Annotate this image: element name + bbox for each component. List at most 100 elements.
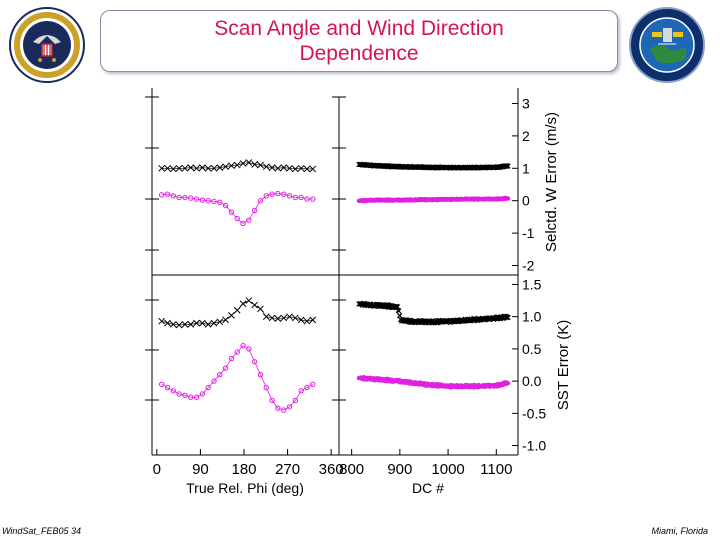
y-axis-label-top: Selctd. W Error (m/s): [543, 112, 560, 252]
data-point-x: [245, 297, 253, 304]
data-point-x: [262, 163, 270, 171]
data-point-o: [205, 384, 211, 391]
data-point-o: [275, 190, 281, 197]
x-axis-label-left: True Rel. Phi (deg): [186, 480, 304, 496]
data-point-o: [246, 217, 252, 223]
x-tick-label-right: 900: [387, 461, 412, 478]
data-point-x: [280, 164, 288, 172]
data-point-x: [169, 165, 177, 173]
data-point-o: [193, 394, 200, 400]
data-point-x: [286, 313, 293, 321]
data-point-o: [286, 404, 293, 410]
data-point-x: [251, 161, 259, 168]
y-axis-label-bottom: SST Error (K): [555, 320, 572, 411]
data-point-o: [182, 194, 188, 201]
data-point-x: [397, 313, 403, 319]
data-point-o: [222, 202, 229, 209]
data-point-o: [158, 381, 165, 388]
data-point-x: [228, 162, 235, 170]
x-axis-label-right: DC #: [412, 480, 444, 496]
data-point-o: [304, 384, 310, 391]
data-point-x: [251, 301, 259, 309]
data-point-x: [297, 164, 305, 172]
data-point-o: [228, 209, 235, 215]
data-point-o: [304, 196, 310, 202]
data-point-x: [239, 160, 247, 167]
data-point-x: [505, 163, 511, 169]
data-point-o: [246, 346, 252, 352]
data-point-x: [297, 316, 305, 324]
data-point-x: [303, 317, 311, 325]
y-tick-label-top: -1: [522, 225, 535, 241]
data-point-x: [309, 165, 317, 173]
data-point-o: [217, 199, 223, 206]
y-tick-label-bottom: 0.5: [522, 341, 542, 357]
data-point-o: [182, 392, 188, 398]
y-tick-label-top: 1: [522, 160, 530, 176]
data-point-o: [199, 197, 206, 203]
data-point-x: [164, 164, 171, 172]
data-point-o: [211, 378, 217, 384]
data-point-x: [274, 164, 282, 172]
data-point-o: [199, 391, 206, 397]
data-point-o: [269, 191, 275, 197]
windsat-patch-logo: [629, 7, 705, 83]
y-tick-label-bottom: 1.5: [522, 276, 542, 292]
data-point-x: [158, 164, 166, 172]
data-point-x: [262, 313, 270, 321]
data-point-x: [210, 164, 218, 172]
data-point-x: [199, 164, 206, 172]
data-point-x: [233, 161, 241, 169]
data-point-o: [310, 196, 316, 202]
title-box: Scan Angle and Wind Direction Dependence: [100, 10, 618, 72]
series-line-black: [161, 300, 313, 326]
data-point-x: [158, 317, 166, 325]
data-point-x: [193, 164, 200, 172]
data-point-o: [240, 342, 246, 349]
data-point-o: [240, 220, 246, 227]
data-point-o: [275, 405, 281, 411]
data-point-o: [292, 397, 299, 404]
data-point-o: [158, 192, 165, 198]
data-point-o: [506, 196, 511, 201]
data-point-o: [222, 365, 229, 371]
data-point-o: [211, 198, 217, 205]
footer-left-label: WindSat_FEB05 34: [2, 526, 81, 536]
x-tick-label-left: 0: [153, 461, 161, 478]
data-point-x: [164, 319, 171, 327]
data-point-x: [199, 319, 206, 327]
title-line-2: Dependence: [299, 42, 419, 65]
data-point-x: [187, 164, 195, 172]
data-point-o: [506, 381, 511, 386]
data-point-x: [204, 164, 212, 172]
data-point-x: [222, 316, 229, 324]
data-point-x: [216, 318, 224, 326]
x-tick-label-right: 800: [339, 461, 364, 478]
data-point-x: [193, 319, 200, 327]
data-point-x: [257, 161, 264, 169]
data-point-o: [234, 215, 240, 222]
navy-seal-logo: [9, 7, 85, 83]
data-point-x: [291, 165, 299, 173]
data-point-x: [222, 163, 229, 171]
y-tick-label-bottom: 1.0: [522, 309, 542, 325]
data-point-o: [170, 193, 177, 199]
data-point-x: [233, 306, 241, 314]
y-tick-label-bottom: -0.5: [522, 405, 546, 421]
x-tick-label-left: 180: [231, 461, 256, 478]
data-point-o: [205, 198, 211, 204]
data-point-x: [257, 305, 264, 313]
data-point-o: [164, 384, 171, 391]
data-point-x: [309, 316, 317, 324]
data-point-o: [281, 191, 287, 197]
data-point-x: [239, 300, 247, 308]
data-point-o: [281, 407, 287, 413]
data-point-o: [292, 194, 299, 201]
data-point-x: [274, 315, 282, 322]
data-point-o: [228, 355, 235, 362]
data-point-o: [269, 397, 275, 404]
footer-right-label: Miami, Florida: [651, 526, 708, 536]
data-point-o: [257, 198, 264, 204]
y-tick-label-bottom: 0.0: [522, 373, 542, 389]
